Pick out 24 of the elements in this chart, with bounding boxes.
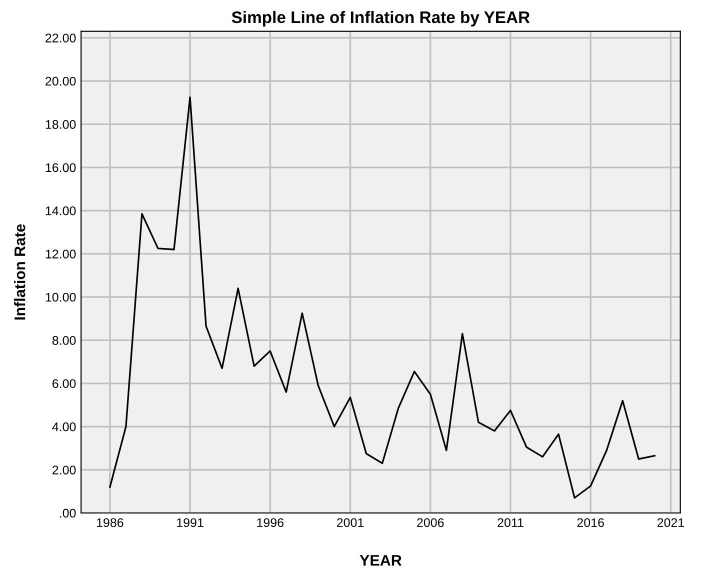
y-tick-label: 8.00 <box>52 336 76 345</box>
line-series <box>109 96 656 499</box>
y-tick-label: 14.00 <box>46 206 76 216</box>
y-tick-label: 20.00 <box>46 76 76 86</box>
x-tick-label: 2006 <box>417 518 444 528</box>
x-tick-label: 1986 <box>96 518 124 528</box>
y-tick-label: 10.00 <box>46 292 76 302</box>
x-tick-label: 1991 <box>177 518 204 528</box>
x-tick-label: 2011 <box>498 518 524 528</box>
x-axis-title: YEAR <box>360 555 402 566</box>
y-tick-label: 2.00 <box>52 466 76 474</box>
y-tick-label: 6.00 <box>52 379 76 388</box>
y-tick-label: .00 <box>60 508 76 518</box>
x-tick-label: 2001 <box>336 518 364 528</box>
y-tick-label: 4.00 <box>52 422 76 432</box>
x-tick-label: 1996 <box>257 518 284 528</box>
x-tick-label: 2021 <box>657 518 684 528</box>
y-tick-label: 12.00 <box>46 250 76 258</box>
x-tick-label: 2016 <box>577 518 604 528</box>
y-axis-title: Inflation Rate <box>14 224 26 320</box>
y-tick-label: 18.00 <box>46 120 76 129</box>
y-tick-label: 16.00 <box>46 163 76 172</box>
y-tick-label: 22.00 <box>46 34 76 42</box>
chart-title: Simple Line of Inflation Rate by YEAR <box>232 10 530 26</box>
